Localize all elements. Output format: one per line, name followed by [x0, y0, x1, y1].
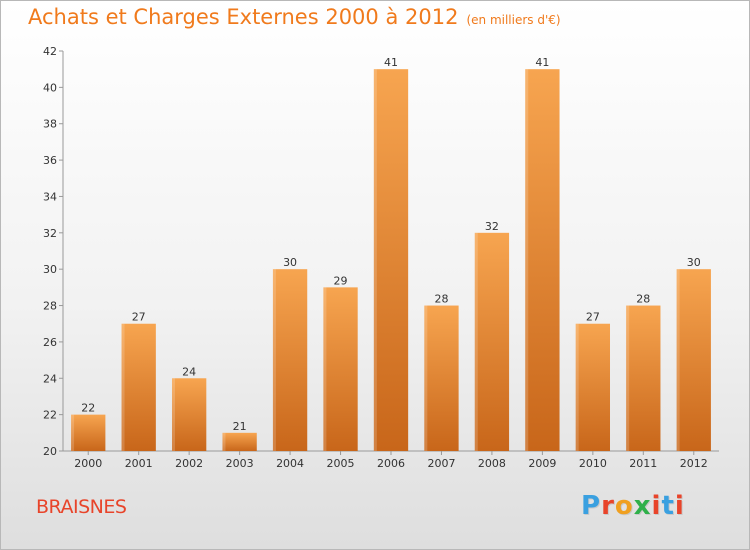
- bar-2001: [121, 323, 156, 451]
- bar-2010: [575, 323, 611, 451]
- bar-2004: [272, 269, 308, 451]
- chart-unit: (en milliers d'€): [466, 13, 561, 27]
- x-tick-label: 2005: [327, 457, 355, 470]
- bar-highlight: [121, 323, 125, 451]
- y-tick-label: 32: [43, 227, 57, 240]
- proxiti-logo: Proxiti: [581, 491, 685, 521]
- bar-2002: [171, 378, 207, 451]
- bar-highlight: [323, 287, 327, 451]
- y-tick-label: 26: [43, 336, 57, 349]
- x-tick-label: 2009: [528, 457, 556, 470]
- y-tick-label: 40: [43, 81, 57, 94]
- y-tick-label: 24: [43, 372, 57, 385]
- bar-value-label: 29: [334, 274, 348, 287]
- bar-highlight: [171, 378, 175, 451]
- x-tick-label: 2010: [579, 457, 607, 470]
- bar-value-label: 21: [233, 420, 247, 433]
- chart-title-text: Achats et Charges Externes 2000 à 2012: [28, 5, 459, 29]
- y-tick-label: 36: [43, 154, 57, 167]
- bar-2008: [474, 232, 510, 451]
- x-tick-label: 2008: [478, 457, 506, 470]
- bar-2007: [424, 305, 459, 451]
- bar-2006: [373, 69, 409, 451]
- y-tick-label: 20: [43, 445, 57, 458]
- bar-2005: [323, 287, 358, 451]
- bar-2000: [71, 414, 106, 451]
- bar-2011: [626, 305, 661, 451]
- x-tick-label: 2006: [377, 457, 405, 470]
- bar-highlight: [575, 323, 579, 451]
- y-tick-label: 42: [43, 45, 57, 58]
- bar-value-label: 41: [384, 56, 398, 69]
- bar-value-label: 41: [535, 56, 549, 69]
- bar-value-label: 24: [182, 365, 196, 378]
- y-tick-label: 34: [43, 190, 57, 203]
- bar-series: 22 27 24 21 30 29 41 28 32 41 27 28 30: [71, 56, 711, 451]
- bar-highlight: [71, 414, 75, 451]
- bar-value-label: 30: [687, 256, 701, 269]
- chart-axes: 20 22 24 26 28 30 32 34 36 38 40 42 2000 2001 2002 2003…: [43, 45, 719, 470]
- bar-value-label: 27: [586, 311, 600, 324]
- bar-value-label: 22: [81, 402, 95, 415]
- bar-value-label: 27: [132, 311, 146, 324]
- x-tick-label: 2007: [427, 457, 455, 470]
- bar-highlight: [626, 305, 630, 451]
- chart-title: Achats et Charges Externes 2000 à 2012 (e…: [28, 5, 561, 29]
- bar-highlight: [676, 269, 680, 451]
- commune-name: BRAISNES: [36, 496, 127, 518]
- bar-2009: [525, 69, 560, 451]
- x-tick-label: 2003: [226, 457, 254, 470]
- y-tick-label: 30: [43, 263, 57, 276]
- bar-2003: [222, 432, 257, 451]
- bar-highlight: [474, 232, 478, 451]
- bar-highlight: [424, 305, 428, 451]
- y-tick-label: 22: [43, 409, 57, 422]
- bar-highlight: [525, 69, 529, 451]
- bar-value-label: 28: [636, 293, 650, 306]
- x-tick-label: 2002: [175, 457, 203, 470]
- bar-highlight: [373, 69, 377, 451]
- x-tick-label: 2012: [680, 457, 708, 470]
- bar-value-label: 28: [434, 293, 448, 306]
- x-tick-label: 2000: [74, 457, 102, 470]
- bar-highlight: [222, 432, 226, 451]
- bar-highlight: [272, 269, 276, 451]
- bar-2012: [676, 269, 711, 451]
- bar-value-label: 30: [283, 256, 297, 269]
- bar-value-label: 32: [485, 220, 499, 233]
- y-tick-label: 28: [43, 300, 57, 313]
- x-tick-label: 2004: [276, 457, 304, 470]
- x-tick-label: 2001: [125, 457, 153, 470]
- x-tick-label: 2011: [629, 457, 657, 470]
- y-tick-label: 38: [43, 118, 57, 131]
